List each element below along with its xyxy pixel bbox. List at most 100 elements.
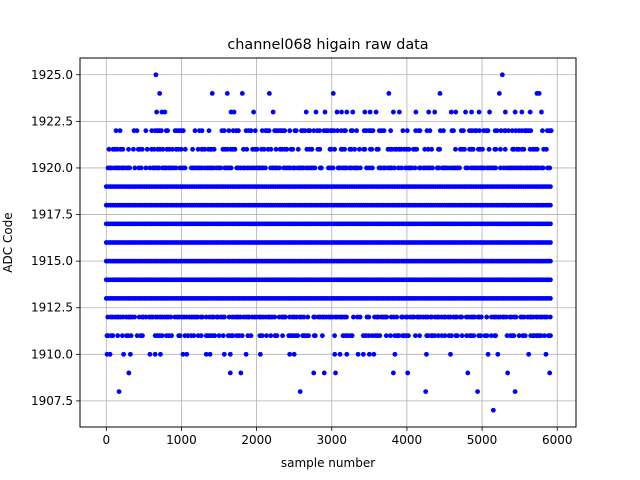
data-point — [113, 128, 119, 134]
data-point — [362, 109, 368, 115]
chart-title: channel068 higain raw data — [227, 37, 428, 53]
data-point — [373, 109, 379, 115]
data-point — [350, 128, 355, 134]
data-point — [343, 128, 348, 134]
data-point — [291, 351, 297, 357]
data-point — [392, 351, 398, 357]
data-point — [168, 314, 174, 320]
data-point — [143, 128, 149, 134]
data-point — [512, 109, 518, 115]
data-point — [158, 128, 164, 134]
data-point — [509, 128, 515, 134]
data-point — [370, 128, 376, 134]
data-point — [494, 128, 500, 134]
data-point — [465, 370, 471, 376]
data-point — [227, 370, 233, 376]
data-point — [366, 333, 371, 339]
data-point — [453, 146, 458, 152]
x-axis-ticks: 0 1000 2000 3000 4000 5000 6000 — [102, 427, 572, 447]
data-point — [427, 128, 433, 134]
data-point — [198, 333, 204, 339]
data-point — [177, 333, 183, 339]
data-point — [448, 109, 454, 115]
data-point — [493, 165, 499, 171]
data-point — [463, 109, 468, 115]
data-point — [344, 314, 349, 320]
data-point — [302, 128, 308, 134]
data-point — [262, 165, 268, 171]
y-tick-label: 1912.5 — [31, 301, 73, 315]
data-point — [548, 240, 553, 245]
data-point — [311, 128, 317, 134]
data-point — [390, 109, 396, 115]
data-point — [350, 109, 356, 115]
data-point — [459, 314, 465, 320]
data-point — [504, 333, 510, 339]
y-tick-label: 1925.0 — [31, 68, 73, 82]
data-point — [413, 109, 419, 115]
data-point — [334, 109, 340, 115]
data-point — [417, 333, 422, 339]
data-point — [366, 351, 372, 357]
data-point — [162, 109, 168, 115]
data-point — [498, 128, 504, 134]
data-point — [312, 314, 318, 320]
data-point — [232, 146, 238, 152]
data-point — [522, 333, 528, 339]
data-point — [211, 314, 216, 320]
data-point — [412, 165, 418, 171]
data-point — [332, 146, 338, 152]
y-tick-label: 1920.0 — [31, 161, 73, 175]
data-point — [430, 165, 435, 171]
data-point — [349, 333, 355, 339]
data-point — [138, 165, 144, 171]
data-point — [534, 146, 540, 152]
data-point — [547, 370, 553, 376]
data-point — [335, 128, 340, 134]
data-point — [400, 128, 406, 134]
data-point — [180, 351, 186, 357]
data-point — [178, 146, 184, 152]
data-point — [306, 333, 311, 339]
data-point — [487, 109, 492, 115]
data-point — [465, 165, 471, 171]
data-point — [435, 333, 441, 339]
data-point — [511, 333, 517, 339]
data-point — [390, 370, 396, 376]
data-point — [388, 128, 394, 134]
data-point — [479, 314, 484, 320]
data-point — [366, 314, 372, 320]
data-point — [388, 333, 393, 339]
data-point — [248, 333, 254, 339]
data-point — [239, 91, 245, 96]
plot-area-frame — [79, 57, 577, 428]
data-point — [404, 128, 410, 134]
data-point — [470, 146, 476, 152]
data-point — [147, 351, 153, 357]
data-point — [317, 128, 323, 134]
data-point — [405, 333, 411, 339]
y-tick-label: 1910.0 — [31, 347, 73, 361]
data-point — [548, 296, 553, 301]
data-point — [268, 333, 274, 339]
data-point — [521, 146, 527, 152]
data-point — [191, 333, 197, 339]
data-point — [309, 146, 315, 152]
data-point — [331, 128, 337, 134]
data-point — [160, 146, 166, 152]
data-point — [307, 128, 313, 134]
data-point — [543, 351, 549, 357]
data-point — [301, 314, 307, 320]
data-point — [266, 91, 272, 96]
data-point — [526, 351, 532, 357]
data-point — [493, 146, 499, 152]
data-point — [313, 109, 319, 115]
x-tick-label: 6000 — [542, 433, 573, 447]
data-point — [357, 165, 363, 171]
data-point — [128, 333, 134, 339]
data-point — [383, 333, 389, 339]
data-point — [134, 333, 140, 339]
data-point — [259, 333, 265, 339]
data-point — [182, 146, 188, 152]
data-point — [207, 351, 213, 357]
